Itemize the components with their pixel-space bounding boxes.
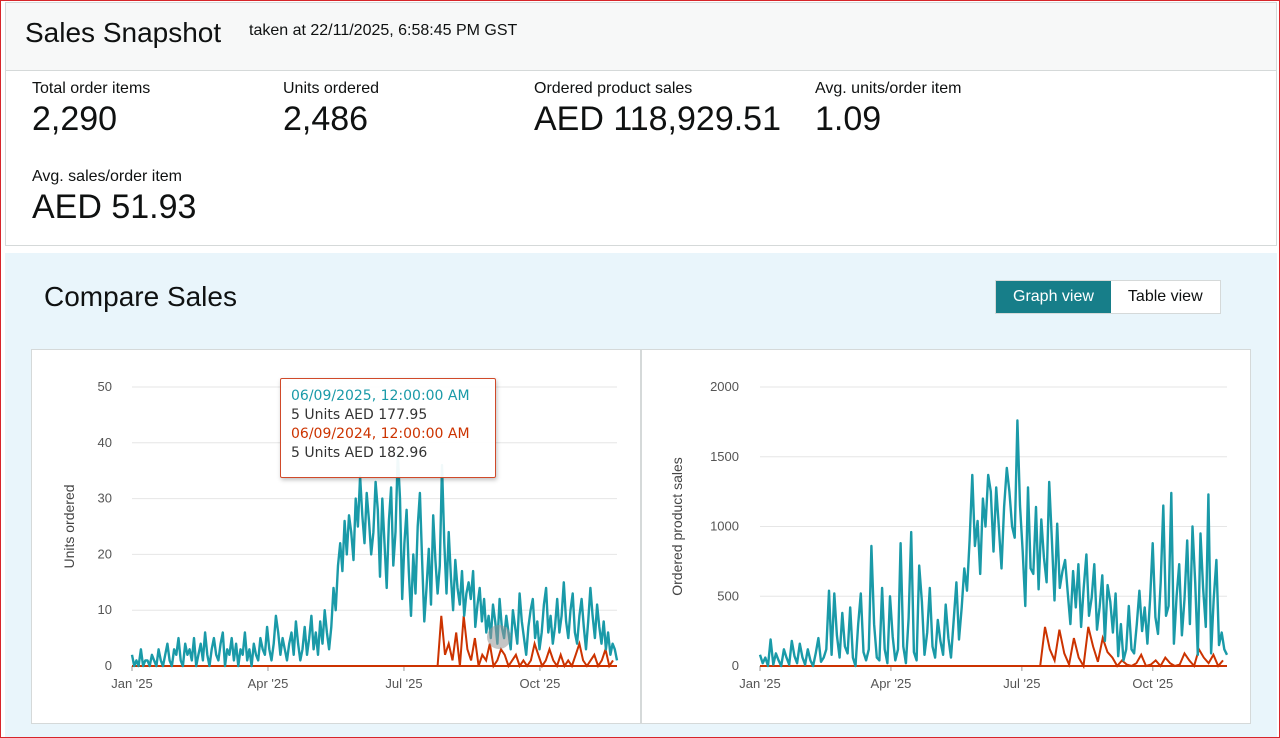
metric-value: AED 118,929.51 <box>534 100 781 138</box>
graph-view-button[interactable]: Graph view <box>996 281 1111 313</box>
y-tick-label: 0 <box>732 658 739 673</box>
x-tick-label: Apr '25 <box>248 676 289 691</box>
metric-label: Avg. sales/order item <box>32 168 182 185</box>
metric-avg-units-order-item: Avg. units/order item 1.09 <box>815 80 961 139</box>
chart-tooltip: 06/09/2025, 12:00:00 AM 5 Units AED 177.… <box>280 378 496 478</box>
table-view-button[interactable]: Table view <box>1110 281 1220 313</box>
x-tick-label: Oct '25 <box>1132 676 1173 691</box>
metric-label: Units ordered <box>283 80 380 97</box>
x-tick-label: Apr '25 <box>871 676 912 691</box>
tooltip-previous-values: 5 Units AED 182.96 <box>291 445 428 461</box>
snapshot-title: Sales Snapshot <box>25 17 222 48</box>
x-tick-label: Jul '25 <box>1003 676 1040 691</box>
snapshot-header: Sales Snapshot taken at 22/11/2025, 6:58… <box>6 3 1276 71</box>
hover-marker <box>487 625 511 649</box>
y-axis-label: Ordered product sales <box>669 457 685 596</box>
snapshot-timestamp: taken at 22/11/2025, 6:58:45 PM GST <box>249 22 518 39</box>
tooltip-current-values: 5 Units AED 177.95 <box>291 407 428 423</box>
x-tick-label: Jan '25 <box>111 676 153 691</box>
series-line-current <box>758 419 1229 668</box>
tooltip-previous-date: 06/09/2024, 12:00:00 AM <box>291 426 470 442</box>
metric-value: 2,486 <box>283 100 369 138</box>
units-ordered-chart: 0 10 20 30 40 50 Units ordered Jan '25 Apr '25 Ju… <box>31 349 641 724</box>
metric-total-order-items: Total order items 2,290 <box>32 80 150 139</box>
view-toggle: Graph view Table view <box>995 280 1221 314</box>
x-tick-label: Jul '25 <box>385 676 422 691</box>
y-axis-label: Units ordered <box>61 484 77 568</box>
x-tick-label: Oct '25 <box>520 676 561 691</box>
y-tick-label: 10 <box>98 602 112 617</box>
y-tick-label: 0 <box>105 658 112 673</box>
ordered-product-sales-chart: 0 500 1000 1500 2000 Ordered product sales Jan… <box>641 349 1251 724</box>
series-line-previous-spikes <box>436 615 614 669</box>
ordered-product-sales-chart-svg: 0 500 1000 1500 2000 Ordered product sales Jan… <box>669 379 1229 691</box>
metric-units-ordered: Units ordered 2,486 <box>283 80 379 139</box>
metric-avg-sales-order-item: Avg. sales/order item AED 51.93 <box>32 168 196 227</box>
x-tick-label: Jan '25 <box>739 676 781 691</box>
series-line-previous-spikes <box>1039 626 1224 670</box>
y-tick-label: 30 <box>98 491 112 506</box>
metric-label: Avg. units/order item <box>815 80 962 97</box>
tooltip-current-date: 06/09/2025, 12:00:00 AM <box>291 388 470 404</box>
metric-label: Total order items <box>32 80 151 97</box>
metric-value: 1.09 <box>815 100 882 138</box>
metric-value: AED 51.93 <box>32 188 197 226</box>
metric-value: 2,290 <box>32 100 118 138</box>
series-line-current <box>130 452 619 668</box>
y-tick-label: 20 <box>98 546 112 561</box>
metric-label: Ordered product sales <box>534 80 693 97</box>
y-tick-label: 50 <box>98 379 112 394</box>
sales-snapshot-panel: Sales Snapshot taken at 22/11/2025, 6:58… <box>5 2 1277 246</box>
metric-ordered-product-sales: Ordered product sales AED 118,929.51 <box>534 80 781 139</box>
y-tick-label: 1000 <box>710 519 739 534</box>
compare-sales-title: Compare Sales <box>44 281 237 312</box>
y-tick-label: 500 <box>717 588 739 603</box>
y-tick-label: 1500 <box>710 449 739 464</box>
y-tick-label: 2000 <box>710 379 739 394</box>
compare-sales-section: Compare Sales Graph view Table view 0 10 2… <box>5 253 1277 737</box>
y-tick-label: 40 <box>98 435 112 450</box>
